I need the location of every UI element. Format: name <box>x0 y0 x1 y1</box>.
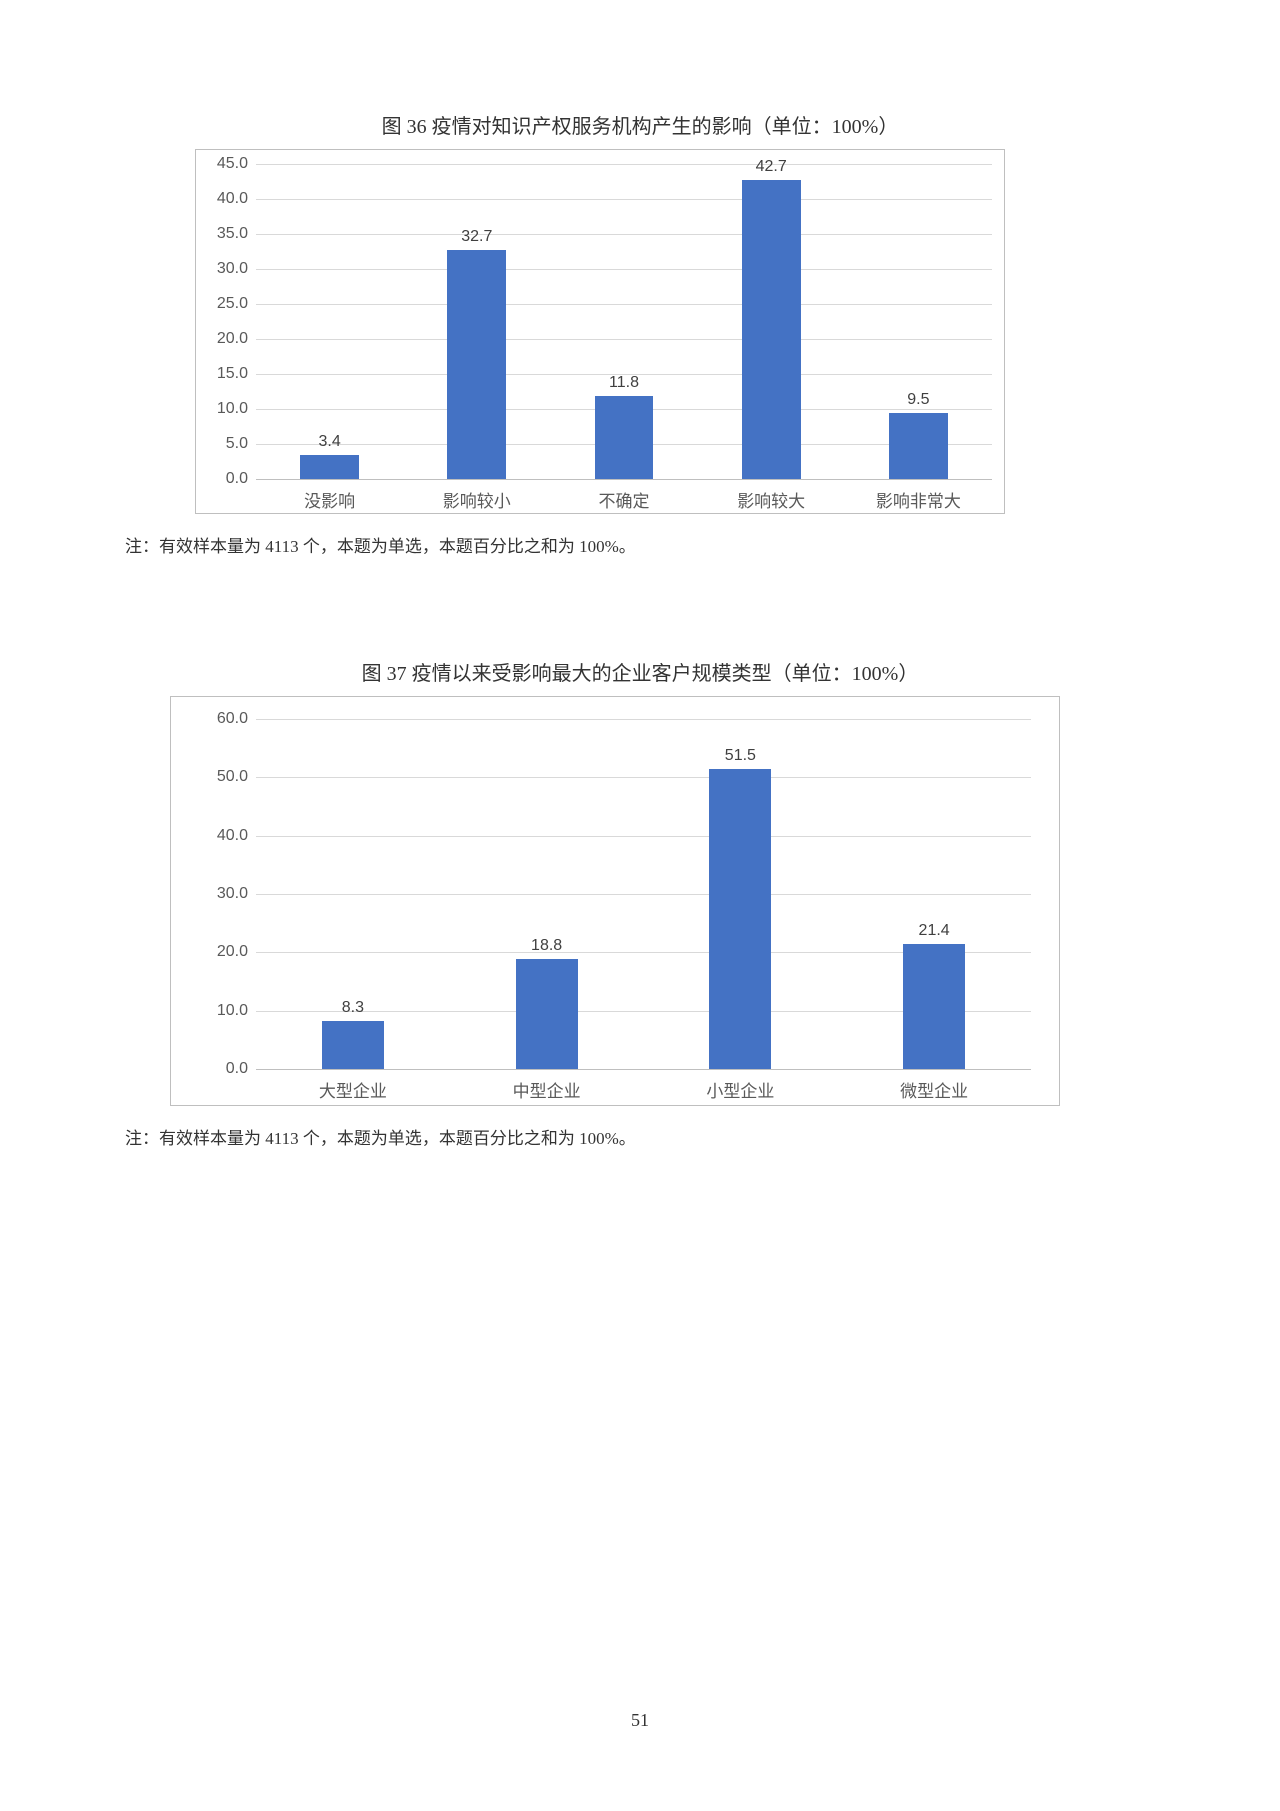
bar-value-label: 8.3 <box>342 999 364 1021</box>
bar-value-label: 18.8 <box>531 937 562 959</box>
ytick-label: 30.0 <box>217 260 256 278</box>
ytick-label: 40.0 <box>217 190 256 208</box>
xtick-label: 影响非常大 <box>876 479 961 512</box>
page-number: 51 <box>0 1710 1280 1731</box>
chart1-title: 图 36 疫情对知识产权服务机构产生的影响（单位：100%） <box>0 110 1280 139</box>
gridline <box>256 164 992 165</box>
bar: 3.4 <box>300 455 359 479</box>
bar: 21.4 <box>903 944 965 1069</box>
chart2-note: 注：有效样本量为 4113 个，本题为单选，本题百分比之和为 100%。 <box>125 1124 1280 1149</box>
bar-value-label: 51.5 <box>725 747 756 769</box>
ytick-label: 60.0 <box>217 710 256 728</box>
ytick-label: 20.0 <box>217 330 256 348</box>
ytick-label: 30.0 <box>217 885 256 903</box>
bar: 8.3 <box>322 1021 384 1069</box>
bar-value-label: 9.5 <box>907 391 929 413</box>
bar: 42.7 <box>742 180 801 479</box>
ytick-label: 15.0 <box>217 365 256 383</box>
chart2-plot-area: 0.010.020.030.040.050.060.08.3大型企业18.8中型… <box>256 719 1031 1069</box>
gridline <box>256 269 992 270</box>
ytick-label: 0.0 <box>226 1060 256 1078</box>
xtick-label: 影响较大 <box>737 479 805 512</box>
bar: 9.5 <box>889 413 948 480</box>
bar-value-label: 11.8 <box>609 374 639 396</box>
bar-value-label: 3.4 <box>318 433 340 455</box>
ytick-label: 20.0 <box>217 943 256 961</box>
gridline <box>256 836 1031 837</box>
ytick-label: 45.0 <box>217 155 256 173</box>
gridline <box>256 719 1031 720</box>
chart1-container: 0.0 5.0 10.0 15.0 20.0 25.0 30.0 35.0 40.0 45.0 3.… <box>195 149 1005 514</box>
bar: 18.8 <box>516 959 578 1069</box>
gridline <box>256 304 992 305</box>
xtick-label: 大型企业 <box>319 1069 387 1102</box>
xtick-label: 影响较小 <box>443 479 511 512</box>
ytick-label: 10.0 <box>217 1002 256 1020</box>
bar: 11.8 <box>595 396 654 479</box>
gridline <box>256 199 992 200</box>
gridline <box>256 777 1031 778</box>
bar: 32.7 <box>447 250 506 479</box>
gridline <box>256 234 992 235</box>
chart1-note: 注：有效样本量为 4113 个，本题为单选，本题百分比之和为 100%。 <box>125 532 1280 557</box>
xtick-label: 中型企业 <box>513 1069 581 1102</box>
gridline <box>256 894 1031 895</box>
xtick-label: 微型企业 <box>900 1069 968 1102</box>
ytick-label: 25.0 <box>217 295 256 313</box>
bar: 51.5 <box>709 769 771 1069</box>
chart2-title: 图 37 疫情以来受影响最大的企业客户规模类型（单位：100%） <box>0 657 1280 686</box>
bar-value-label: 21.4 <box>919 922 950 944</box>
ytick-label: 50.0 <box>217 768 256 786</box>
xtick-label: 没影响 <box>304 479 355 512</box>
gridline <box>256 339 992 340</box>
ytick-label: 10.0 <box>217 400 256 418</box>
figure-36-section: 图 36 疫情对知识产权服务机构产生的影响（单位：100%） 0.0 5.0 10.… <box>0 110 1280 557</box>
xtick-label: 小型企业 <box>706 1069 774 1102</box>
ytick-label: 40.0 <box>217 827 256 845</box>
chart1-plot-area: 0.05.010.015.020.025.030.035.040.045.03.… <box>256 164 992 479</box>
ytick-label: 0.0 <box>226 470 256 488</box>
bar-value-label: 42.7 <box>756 158 787 180</box>
xtick-label: 不确定 <box>599 479 650 512</box>
ytick-label: 35.0 <box>217 225 256 243</box>
figure-37-section: 图 37 疫情以来受影响最大的企业客户规模类型（单位：100%） 0.010.0… <box>0 657 1280 1149</box>
bar-value-label: 32.7 <box>461 228 492 250</box>
page: 图 36 疫情对知识产权服务机构产生的影响（单位：100%） 0.0 5.0 10.… <box>0 0 1280 1811</box>
chart2-container: 0.010.020.030.040.050.060.08.3大型企业18.8中型… <box>170 696 1060 1106</box>
ytick-label: 5.0 <box>226 435 256 453</box>
